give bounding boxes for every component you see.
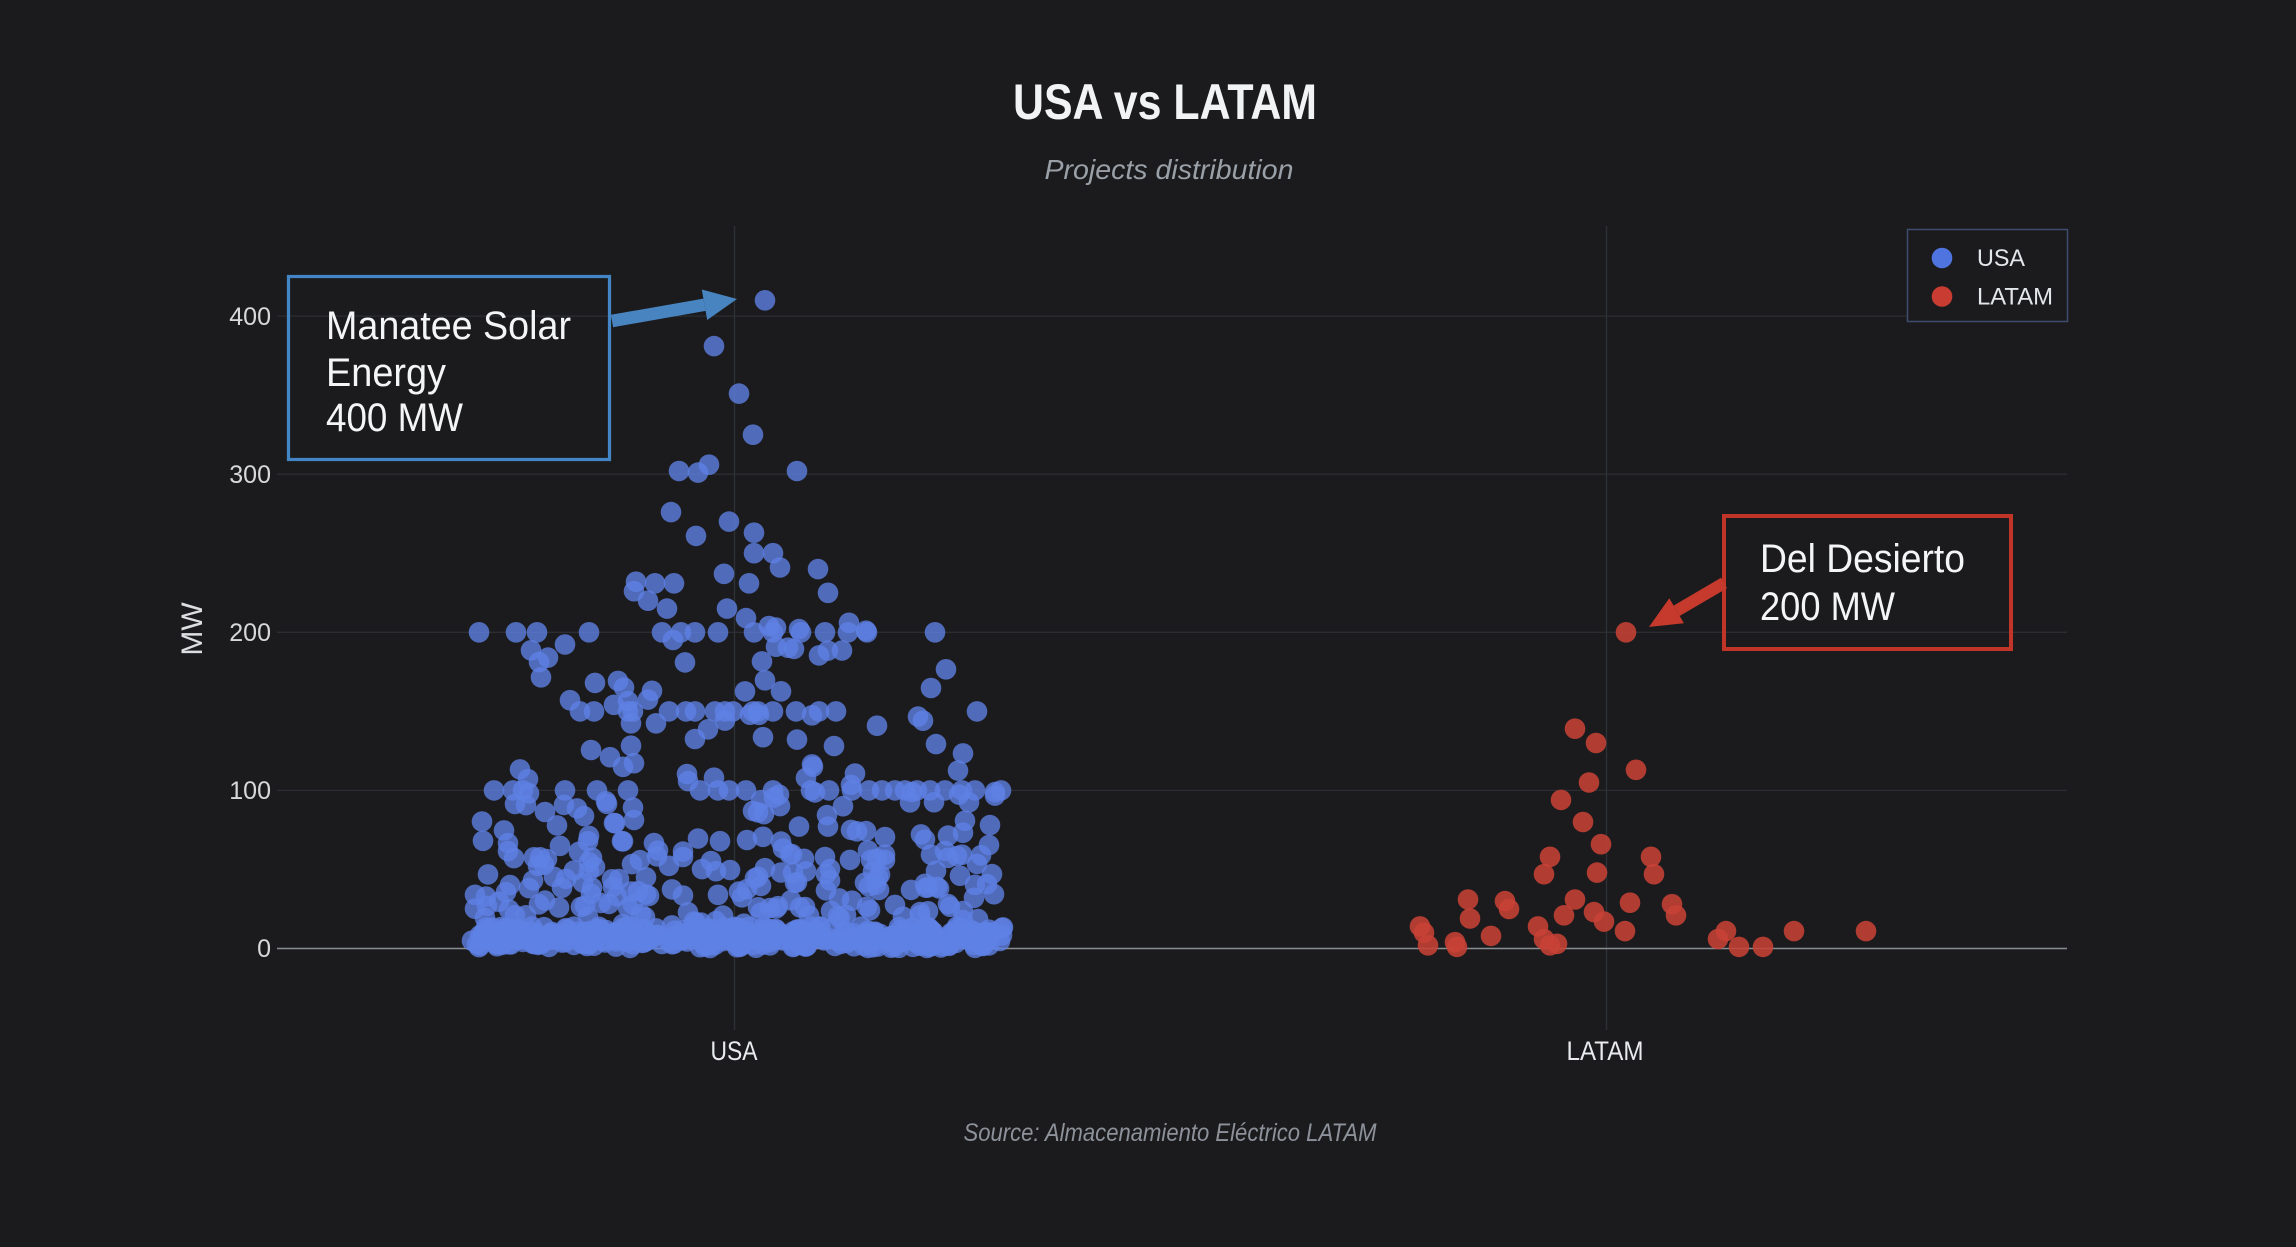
svg-text:Projects distribution: Projects distribution <box>1045 154 1294 185</box>
svg-text:USA: USA <box>1977 245 2025 272</box>
svg-text:USA vs LATAM: USA vs LATAM <box>1013 74 1317 130</box>
svg-text:100: 100 <box>229 777 271 805</box>
svg-text:MW: MW <box>176 602 209 656</box>
svg-text:Manatee Solar: Manatee Solar <box>326 304 571 348</box>
svg-text:200 MW: 200 MW <box>1760 585 1895 629</box>
svg-text:LATAM: LATAM <box>1977 284 2053 311</box>
svg-text:Energy: Energy <box>326 351 446 395</box>
svg-text:Del Desierto: Del Desierto <box>1760 537 1965 581</box>
svg-text:0: 0 <box>257 935 271 963</box>
svg-text:400: 400 <box>229 303 271 331</box>
svg-text:LATAM: LATAM <box>1567 1036 1644 1066</box>
svg-text:400 MW: 400 MW <box>326 396 463 440</box>
svg-text:200: 200 <box>229 619 271 647</box>
svg-text:Source: Almacenamiento Eléctri: Source: Almacenamiento Eléctrico LATAM <box>964 1119 1377 1147</box>
svg-text:USA: USA <box>711 1036 758 1066</box>
svg-text:300: 300 <box>229 461 271 489</box>
